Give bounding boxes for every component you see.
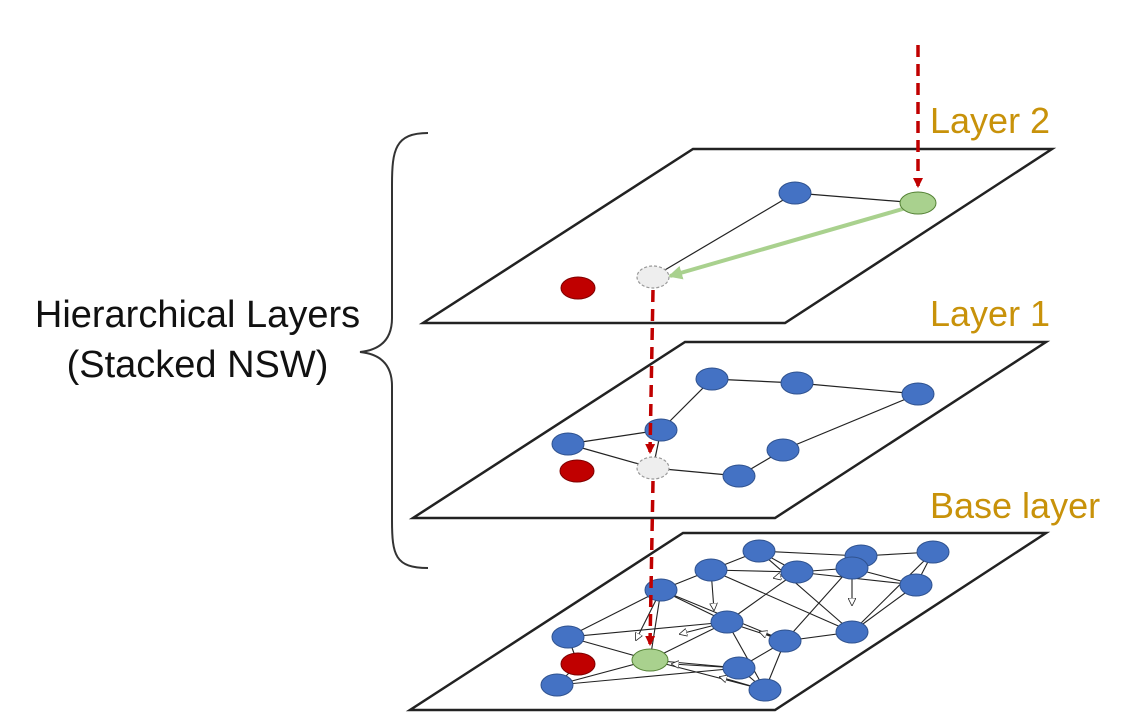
layer2-entry-node bbox=[899, 191, 937, 215]
layer1-node bbox=[766, 438, 800, 462]
layer1-node bbox=[722, 464, 756, 488]
base-node bbox=[835, 620, 869, 644]
layer1-label: Layer 1 bbox=[930, 293, 1051, 334]
layer2-query-node bbox=[560, 276, 596, 300]
base-layer-label: Base layer bbox=[930, 485, 1101, 526]
base-node bbox=[916, 540, 950, 564]
base-node bbox=[644, 578, 678, 602]
base-node bbox=[722, 656, 756, 680]
greedy-step-arrow bbox=[668, 206, 907, 280]
search-path bbox=[645, 45, 923, 646]
layer1-found-node bbox=[636, 456, 670, 480]
layer2-graph bbox=[560, 181, 937, 300]
layer1-node bbox=[695, 367, 729, 391]
base-node bbox=[835, 556, 869, 580]
base-graph-nodes bbox=[540, 539, 950, 702]
base-result-node bbox=[631, 648, 669, 672]
layer1-query-node bbox=[559, 459, 595, 483]
base-node bbox=[748, 678, 782, 702]
layer2-found-node bbox=[636, 265, 670, 289]
layers-brace bbox=[359, 132, 429, 569]
base-node bbox=[540, 673, 574, 697]
layer1-nodes bbox=[551, 367, 935, 488]
layer1-node bbox=[901, 382, 935, 406]
base-node bbox=[742, 539, 776, 563]
layer1-node bbox=[551, 432, 585, 456]
layer1-node bbox=[644, 418, 678, 442]
side-label-line1: Hierarchical Layers bbox=[34, 294, 361, 336]
base-node bbox=[768, 629, 802, 653]
base-node bbox=[694, 558, 728, 582]
search-path-layer2-to-layer1 bbox=[645, 289, 656, 454]
search-path-layer1-to-base bbox=[645, 480, 656, 646]
layer2-label: Layer 2 bbox=[930, 100, 1051, 141]
layer1-node bbox=[780, 371, 814, 395]
base-node bbox=[551, 625, 585, 649]
base-query-node bbox=[560, 652, 596, 676]
base-node bbox=[780, 560, 814, 584]
base-node bbox=[899, 573, 933, 597]
side-label-line2: (Stacked NSW) bbox=[66, 344, 329, 386]
layer2-node bbox=[778, 181, 812, 205]
base-node bbox=[710, 610, 744, 634]
hierarchical-layers-label: Hierarchical Layers (Stacked NSW) bbox=[10, 290, 385, 390]
